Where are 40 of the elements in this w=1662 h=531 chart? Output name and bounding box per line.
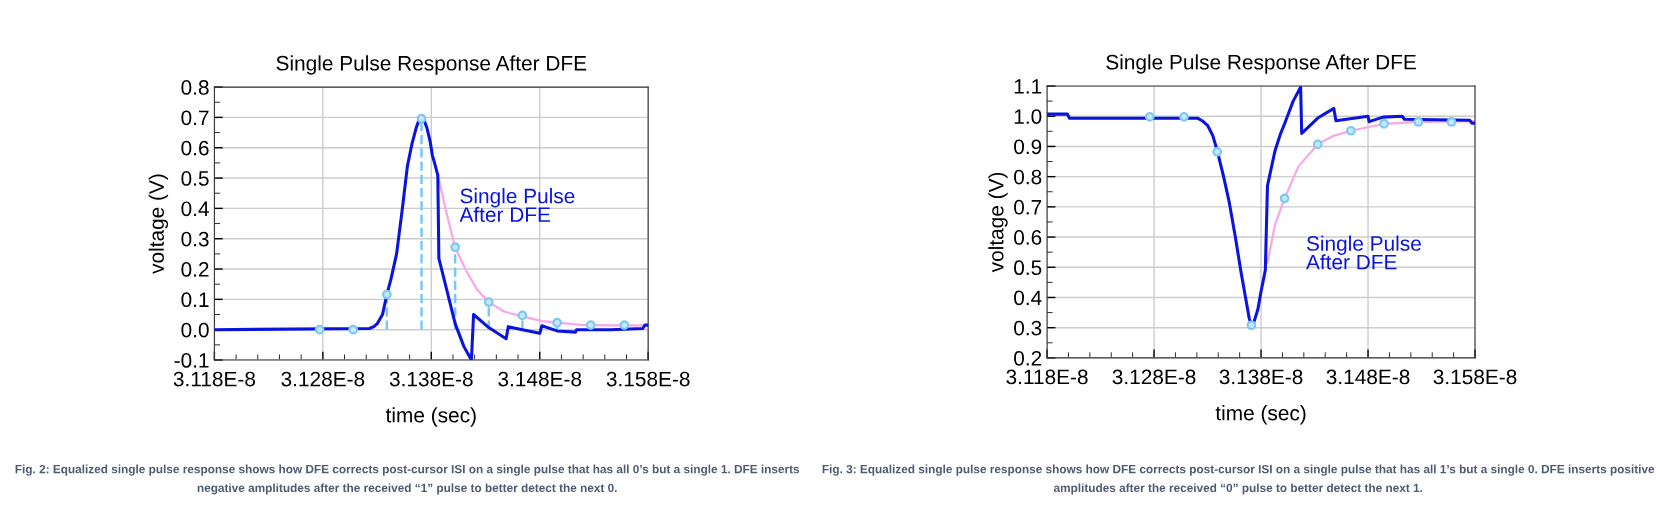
x-tick-label: 3.138E-8 [389, 371, 473, 387]
y-tick-label: 1.0 [1014, 109, 1042, 124]
y-tick-label: 1.1 [1014, 79, 1042, 94]
series-label: Single Pulse After DFE [1306, 235, 1421, 270]
chart-title: Single Pulse Response After DFE [276, 55, 587, 75]
y-axis-title: voltage (V) [988, 172, 1008, 273]
x-axis-title: time (sec) [1215, 405, 1306, 425]
y-tick-label: -0.1 [174, 353, 209, 368]
y-tick-label: 0.8 [1014, 169, 1042, 185]
y-tick-label: 0.5 [1014, 260, 1042, 276]
x-axis-title: time (sec) [385, 407, 476, 427]
y-tick-label: 0.4 [181, 201, 209, 217]
caption: Fig. 2: Equalized single pulse response shows how DFE corrects post-cursor ISI on a single pulse that has all 0’s but a single 1. DFE inserts negative amplitudes after the received “1” pulse to better detect the next 0. [15, 464, 800, 495]
y-tick-label: 0.5 [181, 171, 209, 186]
x-tick-label: 3.138E-8 [1219, 369, 1303, 385]
y-tick-label: 0.8 [181, 80, 209, 95]
x-tick-label: 3.128E-8 [281, 371, 365, 387]
y-axis-title: voltage (V) [148, 174, 169, 274]
x-tick-label: 3.148E-8 [498, 371, 582, 387]
y-tick-label: 0.6 [181, 140, 209, 156]
x-tick-label: 3.118E-8 [1006, 369, 1088, 385]
caption: Fig. 3: Equalized single pulse response shows how DFE corrects post-cursor ISI on a single pulse that has all 1’s but a single 0. DFE inserts positive amplitudes after the received “0” pulse to better detect the next 1. [822, 464, 1655, 495]
x-tick-label: 3.158E-8 [1433, 369, 1517, 385]
y-tick-label: 0.7 [1014, 199, 1042, 215]
y-tick-label: 0.4 [1014, 290, 1042, 306]
x-tick-label: 3.158E-8 [606, 371, 690, 387]
y-tick-label: 0.2 [181, 262, 209, 277]
y-tick-label: 0.3 [1014, 320, 1042, 336]
x-tick-label: 3.128E-8 [1112, 369, 1196, 385]
series-label: Single Pulse After DFE [459, 188, 575, 223]
x-tick-label: 3.118E-8 [173, 371, 255, 387]
y-tick-label: 0.3 [181, 231, 209, 247]
y-tick-label: 0.2 [1014, 350, 1042, 366]
y-tick-label: 0.0 [181, 322, 209, 338]
y-tick-label: 0.9 [1014, 139, 1042, 155]
y-tick-label: 0.1 [181, 292, 209, 308]
y-tick-label: 0.7 [181, 110, 209, 126]
y-tick-label: 0.6 [1014, 230, 1042, 245]
chart-title: Single Pulse Response After DFE [1106, 54, 1416, 74]
x-tick-label: 3.148E-8 [1326, 369, 1410, 385]
